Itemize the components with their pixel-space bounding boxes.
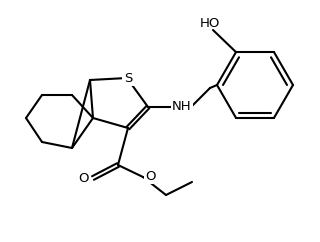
Text: O: O: [145, 169, 156, 182]
Text: O: O: [78, 172, 89, 184]
Text: HO: HO: [200, 17, 220, 30]
Text: NH: NH: [172, 100, 192, 113]
Text: S: S: [124, 71, 132, 84]
